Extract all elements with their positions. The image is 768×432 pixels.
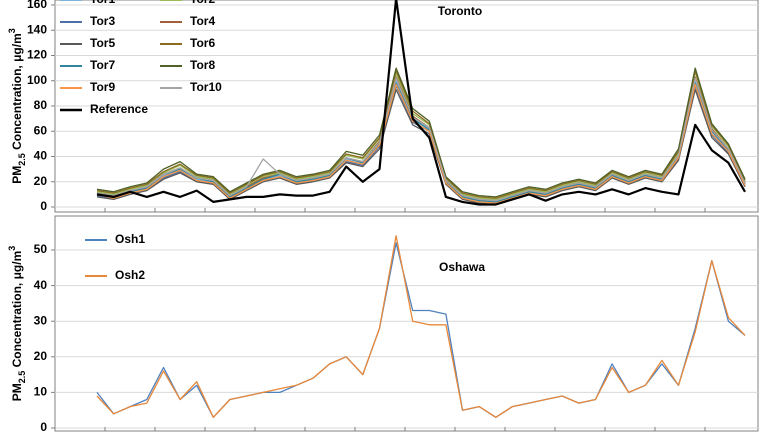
legend-label: Tor6 <box>190 36 215 50</box>
y-tick-label: 10 <box>34 385 48 399</box>
y-tick-label: 120 <box>27 48 47 62</box>
data-line <box>96 67 746 198</box>
y-axis-label-part: 3 <box>7 246 17 251</box>
data-line <box>96 71 746 201</box>
data-line <box>96 242 746 418</box>
y-tick-label: 160 <box>27 0 47 11</box>
legend-label: Tor7 <box>90 58 115 72</box>
y-tick-label: 50 <box>34 242 48 256</box>
y-tick-label: 80 <box>34 98 48 112</box>
data-line <box>96 235 746 418</box>
y-axis-label-part: Concentration, μg/m <box>10 251 24 371</box>
legend-label: Tor3 <box>90 14 115 28</box>
chart-title: Toronto <box>438 4 482 18</box>
data-line <box>96 0 746 206</box>
legend-label: Tor1 <box>90 0 115 6</box>
y-axis-label-part: Concentration, μg/m <box>10 33 24 153</box>
y-axis-label-part: PM <box>10 166 24 184</box>
data-line <box>96 77 746 202</box>
data-line <box>96 83 746 204</box>
legend-label: Osh2 <box>115 268 145 282</box>
y-tick-label: 20 <box>34 174 48 188</box>
y-axis-label: PM2.5 Concentration, μg/m3 <box>7 246 27 402</box>
legend-label: Tor4 <box>190 14 215 28</box>
data-line <box>96 82 746 203</box>
y-tick-label: 0 <box>40 420 47 432</box>
y-tick-label: 40 <box>34 149 48 163</box>
legend-label: Reference <box>90 102 148 116</box>
data-line <box>96 88 746 206</box>
data-line <box>96 80 746 203</box>
y-tick-label: 140 <box>27 22 47 36</box>
y-axis-label-part: PM <box>10 383 24 401</box>
y-axis-label-part: 3 <box>7 28 17 33</box>
legend-label: Tor9 <box>90 80 115 94</box>
y-axis-label-part: 2.5 <box>17 153 27 166</box>
y-tick-label: 0 <box>40 199 47 213</box>
y-tick-label: 100 <box>27 73 47 87</box>
data-line <box>96 85 746 204</box>
y-tick-label: 30 <box>34 313 48 327</box>
legend-label: Tor2 <box>190 0 215 6</box>
plot-frame <box>54 215 759 432</box>
legend-label: Tor8 <box>190 58 215 72</box>
y-tick-label: 60 <box>34 123 48 137</box>
y-axis-label: PM2.5 Concentration, μg/m3 <box>7 28 27 184</box>
legend-label: Tor5 <box>90 36 115 50</box>
legend-label: Osh1 <box>115 232 145 246</box>
y-tick-label: 20 <box>34 349 48 363</box>
y-axis-label-part: 2.5 <box>17 371 27 384</box>
data-line <box>96 69 746 199</box>
y-tick-label: 40 <box>34 278 48 292</box>
legend-label: Tor10 <box>190 80 222 94</box>
chart-title: Oshawa <box>439 260 485 274</box>
